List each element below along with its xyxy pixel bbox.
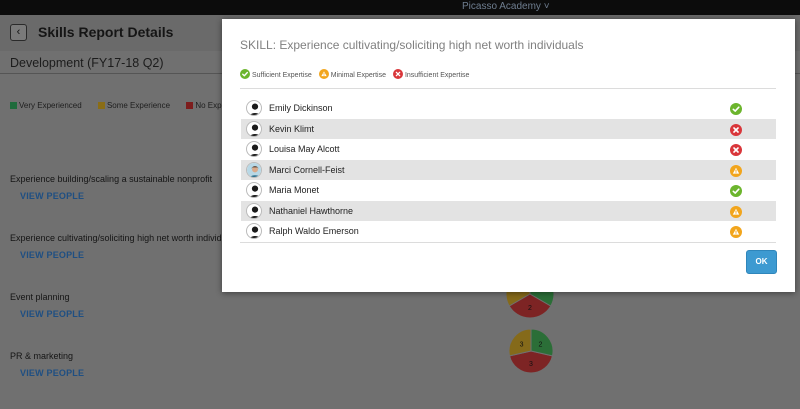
- warning-circle-icon: [730, 225, 742, 238]
- skill-block: Experience cultivating/soliciting high n…: [10, 233, 238, 260]
- x-circle-icon: [730, 143, 742, 156]
- view-people-link[interactable]: VIEW PEOPLE: [20, 191, 85, 201]
- experience-legend: Very Experienced Some Experience No Expe: [10, 101, 240, 110]
- x-circle-icon: [730, 123, 742, 136]
- skill-block: Event planning VIEW PEOPLE: [10, 292, 84, 319]
- legend-swatch: [186, 102, 194, 109]
- chevron-left-icon: ‹: [16, 26, 21, 38]
- legend-label: Very Experienced: [19, 101, 82, 110]
- person-row: Ralph Waldo Emerson: [241, 221, 776, 242]
- person-name: Ralph Waldo Emerson: [269, 226, 359, 236]
- pie-slice-label: 2: [539, 341, 543, 348]
- person-row: Maria Monet: [241, 180, 776, 201]
- check-circle-icon: [240, 69, 250, 79]
- person-name: Nathaniel Hawthorne: [269, 205, 354, 216]
- person-row: Emily Dickinson: [241, 98, 776, 119]
- page-title: Skills Report Details: [38, 24, 174, 40]
- ok-button[interactable]: OK: [746, 250, 777, 274]
- legend-item-insufficient: Insufficient Expertise: [392, 69, 470, 79]
- legend-item-some-experience: Some Experience: [97, 101, 171, 110]
- pie-slice-label: 2: [528, 305, 532, 312]
- legend-item-no-experience: No Expe: [186, 101, 226, 110]
- legend-swatch: [10, 102, 17, 109]
- person-icon: [246, 141, 262, 157]
- person-icon: [246, 202, 262, 219]
- person-name: Kevin Klimt: [269, 123, 315, 134]
- pie-slice: [508, 293, 552, 319]
- pr-marketing-pie: 3 3 2: [508, 328, 554, 374]
- modal-title: SKILL: Experience cultivating/soliciting…: [240, 38, 584, 52]
- skill-name: Experience building/scaling a sustainabl…: [10, 174, 213, 184]
- person-icon: [246, 100, 262, 116]
- check-circle-icon: [730, 184, 742, 197]
- check-circle-icon: [730, 102, 742, 115]
- skill-block: Experience building/scaling a sustainabl…: [10, 174, 212, 201]
- legend-label: Minimal Expertise: [330, 72, 386, 79]
- person-name: Emily Dickinson: [269, 103, 333, 113]
- x-circle-icon: [392, 69, 403, 79]
- pie-slice-label: 3: [529, 361, 533, 368]
- view-people-link[interactable]: VIEW PEOPLE: [20, 309, 85, 319]
- divider: [240, 242, 776, 243]
- view-people-link[interactable]: VIEW PEOPLE: [20, 368, 85, 378]
- pie-slice: [530, 328, 554, 357]
- legend-item-minimal: Minimal Expertise: [318, 69, 386, 79]
- divider: [240, 88, 776, 89]
- expertise-legend: Sufficient Expertise Minimal Expertise I…: [240, 69, 474, 79]
- legend-label: Some Experience: [106, 101, 171, 110]
- legend-label: Insufficient Expertise: [404, 72, 470, 79]
- skill-block: PR & marketing VIEW PEOPLE: [10, 351, 84, 378]
- legend-swatch: [97, 102, 105, 109]
- person-icon: [246, 182, 262, 198]
- view-people-link[interactable]: VIEW PEOPLE: [20, 250, 85, 260]
- person-row: Nathaniel Hawthorne: [241, 200, 776, 221]
- person-name: Maria Monet: [269, 185, 320, 195]
- warning-circle-icon: [730, 164, 742, 177]
- pie-slice: [508, 350, 554, 374]
- person-icon: [246, 120, 262, 137]
- skill-name: Experience cultivating/soliciting high n…: [10, 233, 239, 243]
- person-name: Marci Cornell-Feist: [269, 164, 345, 175]
- report-name: Development (FY17-18 Q2): [10, 56, 164, 70]
- top-bar: Picasso Academy ˅: [0, 0, 800, 15]
- pie-slice: [508, 328, 532, 357]
- person-row: Marci Cornell-Feist: [241, 159, 776, 180]
- legend-label: Sufficient Expertise: [252, 72, 312, 79]
- legend-item-very-experienced: Very Experienced: [10, 101, 82, 110]
- legend-label: No Expe: [195, 101, 227, 110]
- person-icon: [246, 223, 262, 239]
- pie-slice-label: 3: [520, 341, 524, 348]
- avatar-photo: [246, 161, 262, 178]
- person-row: Louisa May Alcott: [241, 139, 776, 160]
- legend-item-sufficient: Sufficient Expertise: [240, 69, 312, 79]
- skill-detail-modal: SKILL: Experience cultivating/soliciting…: [222, 19, 795, 292]
- warning-circle-icon: [318, 69, 329, 79]
- skill-name: Event planning: [10, 292, 70, 302]
- person-row: Kevin Klimt: [241, 118, 776, 139]
- person-name: Louisa May Alcott: [269, 144, 340, 154]
- back-button[interactable]: ‹: [10, 24, 27, 41]
- skill-name: PR & marketing: [10, 351, 74, 361]
- org-switcher[interactable]: Picasso Academy ˅: [462, 1, 550, 12]
- warning-circle-icon: [730, 205, 742, 218]
